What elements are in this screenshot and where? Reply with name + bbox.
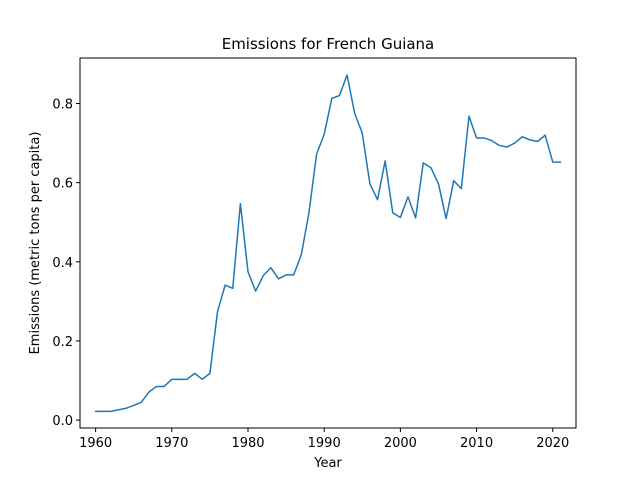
x-tick-label: 1980 (231, 436, 264, 451)
x-tick-label: 2000 (384, 436, 417, 451)
x-tick-label: 2020 (536, 436, 569, 451)
plot-area-frame (79, 57, 577, 429)
y-tick-label: 0.4 (52, 256, 73, 271)
emissions-series-line (94, 74, 562, 413)
x-tick-label: 1990 (308, 436, 341, 451)
x-axis-title: Year (313, 456, 342, 471)
y-axis-title: Emissions (metric tons per capita) (28, 132, 43, 355)
chart-title: Emissions for French Guiana (222, 35, 435, 53)
x-tick-label: 2010 (460, 436, 493, 451)
y-tick-label: 0.6 (52, 177, 73, 192)
y-tick-label: 0.8 (52, 98, 73, 113)
x-tick-label: 1960 (79, 436, 112, 451)
y-tick-label: 0.0 (52, 414, 73, 429)
y-tick-label: 0.2 (52, 335, 73, 350)
x-tick-label: 1970 (155, 436, 188, 451)
